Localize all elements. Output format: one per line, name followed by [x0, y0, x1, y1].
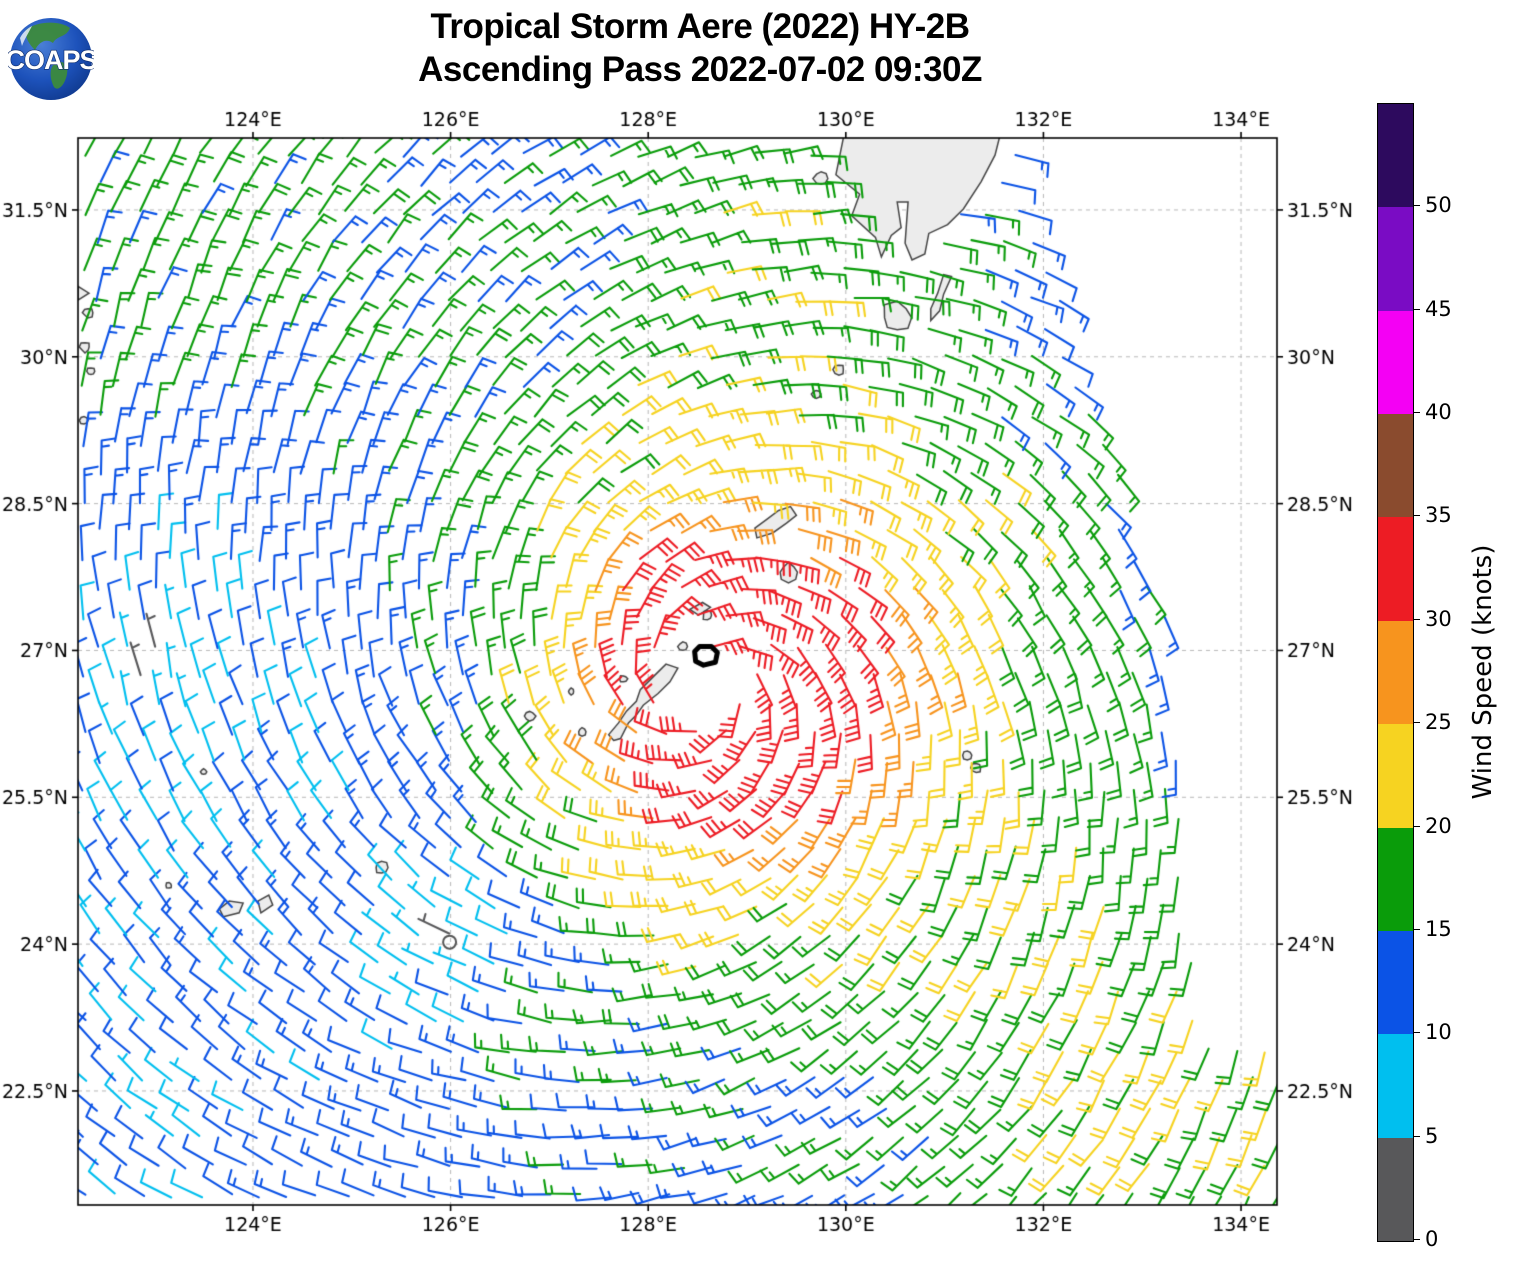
- colorbar-tick: [1413, 515, 1420, 517]
- colorbar-segment: [1378, 1034, 1413, 1138]
- colorbar-tick: [1413, 618, 1420, 620]
- colorbar-segment: [1378, 104, 1413, 208]
- colorbar-tick-label: 50: [1425, 193, 1452, 218]
- colorbar-segment: [1378, 517, 1413, 621]
- colorbar-segment: [1378, 414, 1413, 518]
- colorbar-segment: [1378, 827, 1413, 931]
- logo-text: COAPS: [8, 45, 94, 75]
- colorbar-tick: [1413, 722, 1420, 724]
- colorbar-tick: [1413, 825, 1420, 827]
- colorbar-tick: [1413, 205, 1420, 207]
- colorbar-segment: [1378, 724, 1413, 828]
- logo-continent-north: [25, 22, 70, 50]
- colorbar-tick-label: 5: [1425, 1123, 1439, 1148]
- colorbar-tick-label: 0: [1425, 1227, 1439, 1251]
- colorbar-tick-label: 20: [1425, 813, 1452, 838]
- colorbar-segment: [1378, 620, 1413, 725]
- colorbar-tick-label: 15: [1425, 916, 1452, 941]
- colorbar: [1377, 103, 1414, 1242]
- colorbar-tick: [1413, 928, 1420, 930]
- colorbar-tick: [1413, 1032, 1420, 1034]
- colorbar-segment: [1378, 1137, 1413, 1241]
- coaps-logo: COAPS: [8, 18, 94, 100]
- colorbar-tick-label: 30: [1425, 606, 1452, 631]
- colorbar-title: Wind Speed (knots): [1468, 544, 1498, 799]
- colorbar-tick: [1413, 1239, 1420, 1240]
- colorbar-tick: [1413, 1135, 1420, 1137]
- colorbar-tick-label: 10: [1425, 1020, 1452, 1045]
- colorbar-segment: [1378, 310, 1413, 415]
- logo-continent-south: [50, 62, 68, 89]
- colorbar-tick: [1413, 412, 1420, 414]
- title-line-1: Tropical Storm Aere (2022) HY-2B: [430, 7, 970, 46]
- colorbar-tick-label: 25: [1425, 710, 1452, 735]
- title-line-2: Ascending Pass 2022-07-02 09:30Z: [418, 49, 982, 89]
- colorbar-tick: [1413, 308, 1420, 310]
- colorbar-tick-label: 40: [1425, 400, 1452, 425]
- figure-title: Tropical Storm Aere (2022) HY-2B Ascendi…: [0, 6, 1400, 91]
- colorbar-segment: [1378, 207, 1413, 311]
- colorbar-tick-label: 45: [1425, 296, 1452, 321]
- colorbar-segment: [1378, 930, 1413, 1035]
- logo-cloud: [20, 26, 32, 46]
- colorbar-tick-label: 35: [1425, 503, 1452, 528]
